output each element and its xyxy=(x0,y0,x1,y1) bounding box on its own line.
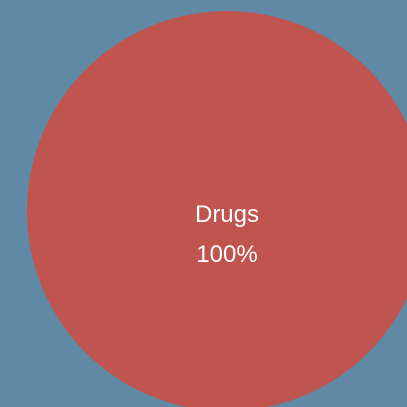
pie-slice-percentage-label: 100% xyxy=(196,241,257,268)
pie-slice-category-label: Drugs xyxy=(195,201,259,228)
pie-slice-drugs xyxy=(27,11,407,407)
